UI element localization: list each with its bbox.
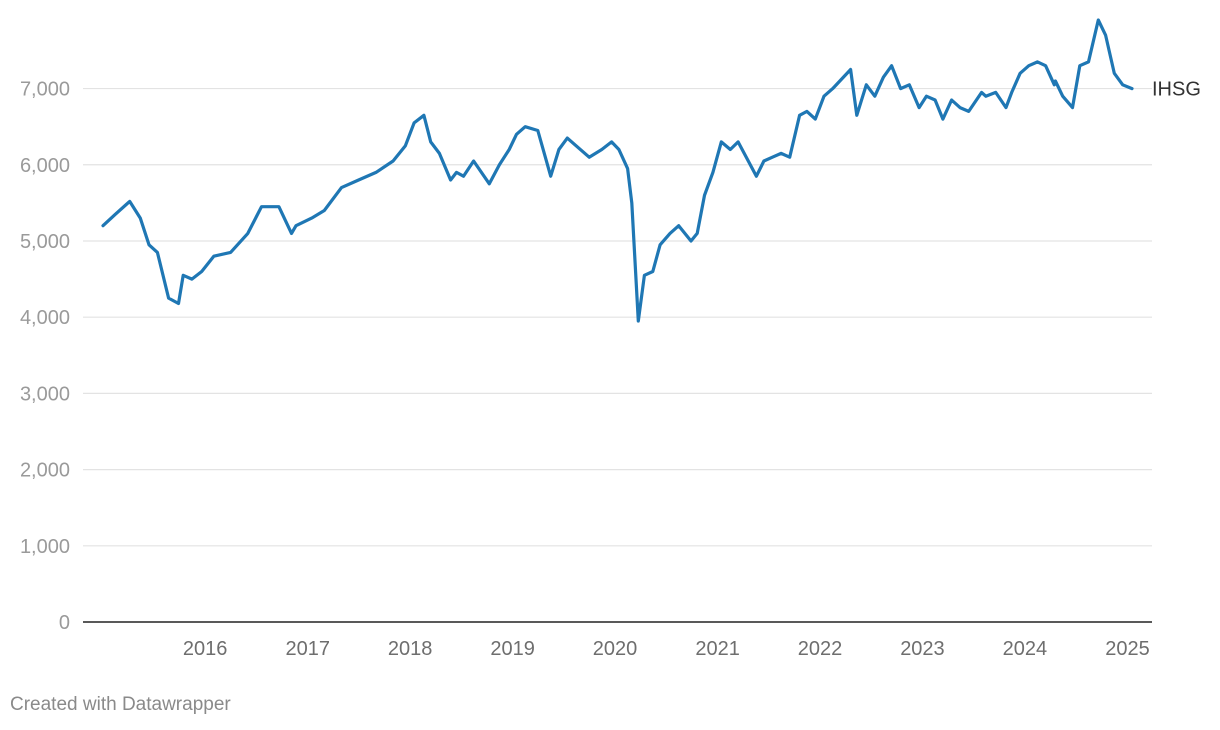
gridlines [83, 87, 1152, 547]
x-tick-label: 2022 [798, 638, 843, 660]
y-tick-label: 5,000 [20, 231, 70, 253]
x-axis-ticks: 2016 2017 2018 2019 2020 2021 2022 2023 2024 2025 [183, 638, 1150, 660]
y-tick-label: 1,000 [20, 536, 70, 558]
y-tick-label: 3,000 [20, 383, 70, 405]
y-tick-label: 0 [59, 612, 70, 634]
y-tick-label: 7,000 [20, 79, 70, 101]
y-tick-label: 6,000 [20, 155, 70, 177]
line-chart: 0 1,000 2,000 3,000 4,000 5,000 6,000 7,000 201… [20, 18, 1201, 660]
x-tick-label: 2020 [593, 638, 638, 660]
y-tick-label: 2,000 [20, 460, 70, 482]
x-tick-label: 2023 [900, 638, 945, 660]
series-line [101, 18, 1134, 323]
x-tick-label: 2025 [1105, 638, 1150, 660]
y-axis-ticks: 0 1,000 2,000 3,000 4,000 5,000 6,000 7,000 [20, 79, 70, 634]
y-tick-label: 4,000 [20, 307, 70, 329]
x-tick-label: 2021 [695, 638, 740, 660]
x-tick-label: 2019 [490, 638, 535, 660]
x-tick-label: 2017 [286, 638, 331, 660]
series-group: IHSG [101, 18, 1201, 323]
x-tick-label: 2016 [183, 638, 228, 660]
datawrapper-credit: Created with Datawrapper [10, 694, 231, 715]
x-tick-label: 2024 [1003, 638, 1048, 660]
x-tick-label: 2018 [388, 638, 433, 660]
series-label: IHSG [1152, 79, 1201, 101]
